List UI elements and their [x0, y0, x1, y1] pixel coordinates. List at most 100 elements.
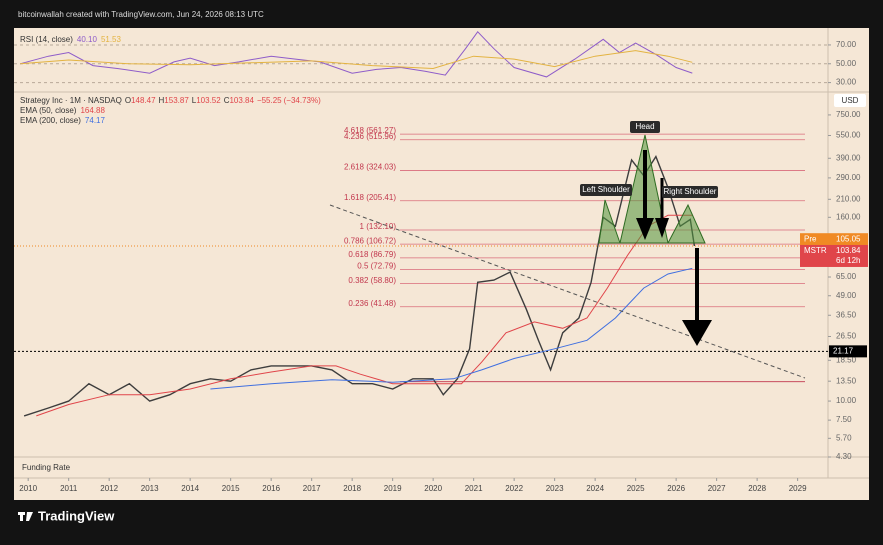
ema-legend: EMA (50, close) 164.88	[20, 106, 105, 115]
ema-name: EMA (200, close)	[20, 116, 81, 125]
x-tick-label: 2018	[343, 484, 361, 493]
y-tick-label: 13.50	[836, 376, 857, 385]
funding-label: Funding Rate	[22, 463, 71, 472]
annotation-box	[662, 186, 718, 198]
fib-label: 2.618 (324.03)	[344, 163, 396, 172]
x-tick-label: 2023	[546, 484, 564, 493]
x-tick-label: 2013	[141, 484, 159, 493]
ema-value: 164.88	[80, 106, 105, 115]
quote-value: 103.84	[229, 96, 254, 105]
y-tick-label: 70.00	[836, 40, 857, 49]
rsi-title: RSI (14, close)	[20, 35, 73, 44]
fib-label: 1 (132.10)	[360, 222, 397, 231]
ema-value: 74.17	[85, 116, 106, 125]
price-tag	[829, 345, 867, 358]
y-tick-label: 26.50	[836, 332, 857, 341]
price-tag-value: 105.05	[836, 234, 861, 243]
x-tick-label: 2017	[303, 484, 321, 493]
pattern	[329, 134, 806, 379]
chart-area	[14, 28, 869, 500]
quote-key: O	[125, 96, 131, 105]
series-line	[23, 155, 696, 417]
ema-name: EMA (50, close)	[20, 106, 77, 115]
x-tick-label: 2022	[505, 484, 523, 493]
y-tick-label: 50.00	[836, 59, 857, 68]
symbol: Strategy Inc · 1M · NASDAQ	[20, 96, 122, 105]
x-tick-label: 2011	[60, 484, 78, 493]
y-tick-label: 65.00	[836, 272, 857, 281]
fib-label: 0.618 (86.79)	[348, 250, 396, 259]
series-line	[36, 214, 693, 417]
rsi-value: 51.53	[101, 35, 122, 44]
x-tick-label: 2024	[586, 484, 604, 493]
y-tick-label: 5.70	[836, 433, 852, 442]
annotation-box	[630, 121, 660, 133]
change-pct: (−34.73%)	[284, 96, 321, 105]
quote-key: H	[159, 96, 165, 105]
y-tick-label: 36.50	[836, 310, 857, 319]
currency-button[interactable]	[834, 94, 866, 107]
y-tick-label: 390.00	[836, 153, 861, 162]
fib-label: 4.618 (561.27)	[344, 126, 396, 135]
fib-label: 0.382 (58.80)	[348, 276, 396, 285]
price-tag-label: 21.17	[833, 346, 854, 355]
price-tag-name: MSTR	[804, 246, 827, 255]
y-tick-label: 750.00	[836, 110, 861, 119]
header: bitcoinwallah created with TradingView.c…	[18, 10, 264, 19]
quote-legend: Strategy Inc · 1M · NASDAQ O148.47 H153.87…	[20, 96, 321, 105]
annotation: Head	[635, 122, 654, 131]
logo	[18, 512, 33, 521]
series-line	[19, 31, 693, 78]
footer-brand: TradingView	[38, 508, 115, 523]
quote-value: 103.52	[196, 96, 221, 105]
x-tick-label: 2021	[465, 484, 483, 493]
fib-label: 4.236 (515.96)	[344, 132, 396, 141]
x-tick-label: 2014	[181, 484, 199, 493]
fib-label: 0.786 (106.72)	[344, 236, 396, 245]
fib-label: 0.236 (41.48)	[348, 299, 396, 308]
change: −55.25	[257, 96, 282, 105]
x-tick-label: 2012	[100, 484, 118, 493]
y-tick-label: 18.50	[836, 355, 857, 364]
price-tag-name: Pre	[804, 234, 817, 243]
y-tick-label: 49.00	[836, 291, 857, 300]
annotation: Left Shoulder	[582, 185, 630, 194]
ema-legend: EMA (200, close) 74.17	[20, 116, 105, 125]
quote-value: 153.87	[164, 96, 189, 105]
y-tick-label: 7.50	[836, 415, 852, 424]
y-tick-label: 30.00	[836, 78, 857, 87]
x-tick-label: 2028	[748, 484, 766, 493]
rsi-legend: RSI (14, close) 40.10 51.53	[20, 35, 122, 44]
currency: USD	[842, 96, 859, 105]
x-tick-label: 2016	[262, 484, 280, 493]
x-tick-label: 2020	[424, 484, 442, 493]
x-tick-label: 2026	[667, 484, 685, 493]
price-tag-value: 103.84	[836, 246, 861, 255]
x-tick-label: 2025	[627, 484, 645, 493]
annotation: Right Shoulder	[664, 187, 717, 196]
rsi-value: 40.10	[77, 35, 98, 44]
quote-key: C	[224, 96, 230, 105]
fib-label: 1.618 (205.41)	[344, 193, 396, 202]
x-tick-label: 2029	[789, 484, 807, 493]
series-line	[20, 50, 693, 70]
annotation-box	[580, 184, 632, 196]
x-tick-label: 2015	[222, 484, 240, 493]
quote-key: L	[192, 96, 197, 105]
price-tag	[800, 244, 868, 267]
x-tick-label: 2010	[19, 484, 37, 493]
y-tick-label: 550.00	[836, 131, 861, 140]
y-tick-label: 4.30	[836, 452, 852, 461]
y-tick-label: 160.00	[836, 212, 861, 221]
price-tag	[800, 233, 868, 246]
y-tick-label: 10.00	[836, 396, 857, 405]
series-line	[210, 267, 693, 390]
y-tick-label: 210.00	[836, 194, 861, 203]
y-tick-label: 290.00	[836, 173, 861, 182]
x-tick-label: 2027	[708, 484, 726, 493]
x-tick-label: 2019	[384, 484, 402, 493]
fib-label: 0.5 (72.79)	[357, 262, 396, 271]
quote-value: 148.47	[131, 96, 156, 105]
